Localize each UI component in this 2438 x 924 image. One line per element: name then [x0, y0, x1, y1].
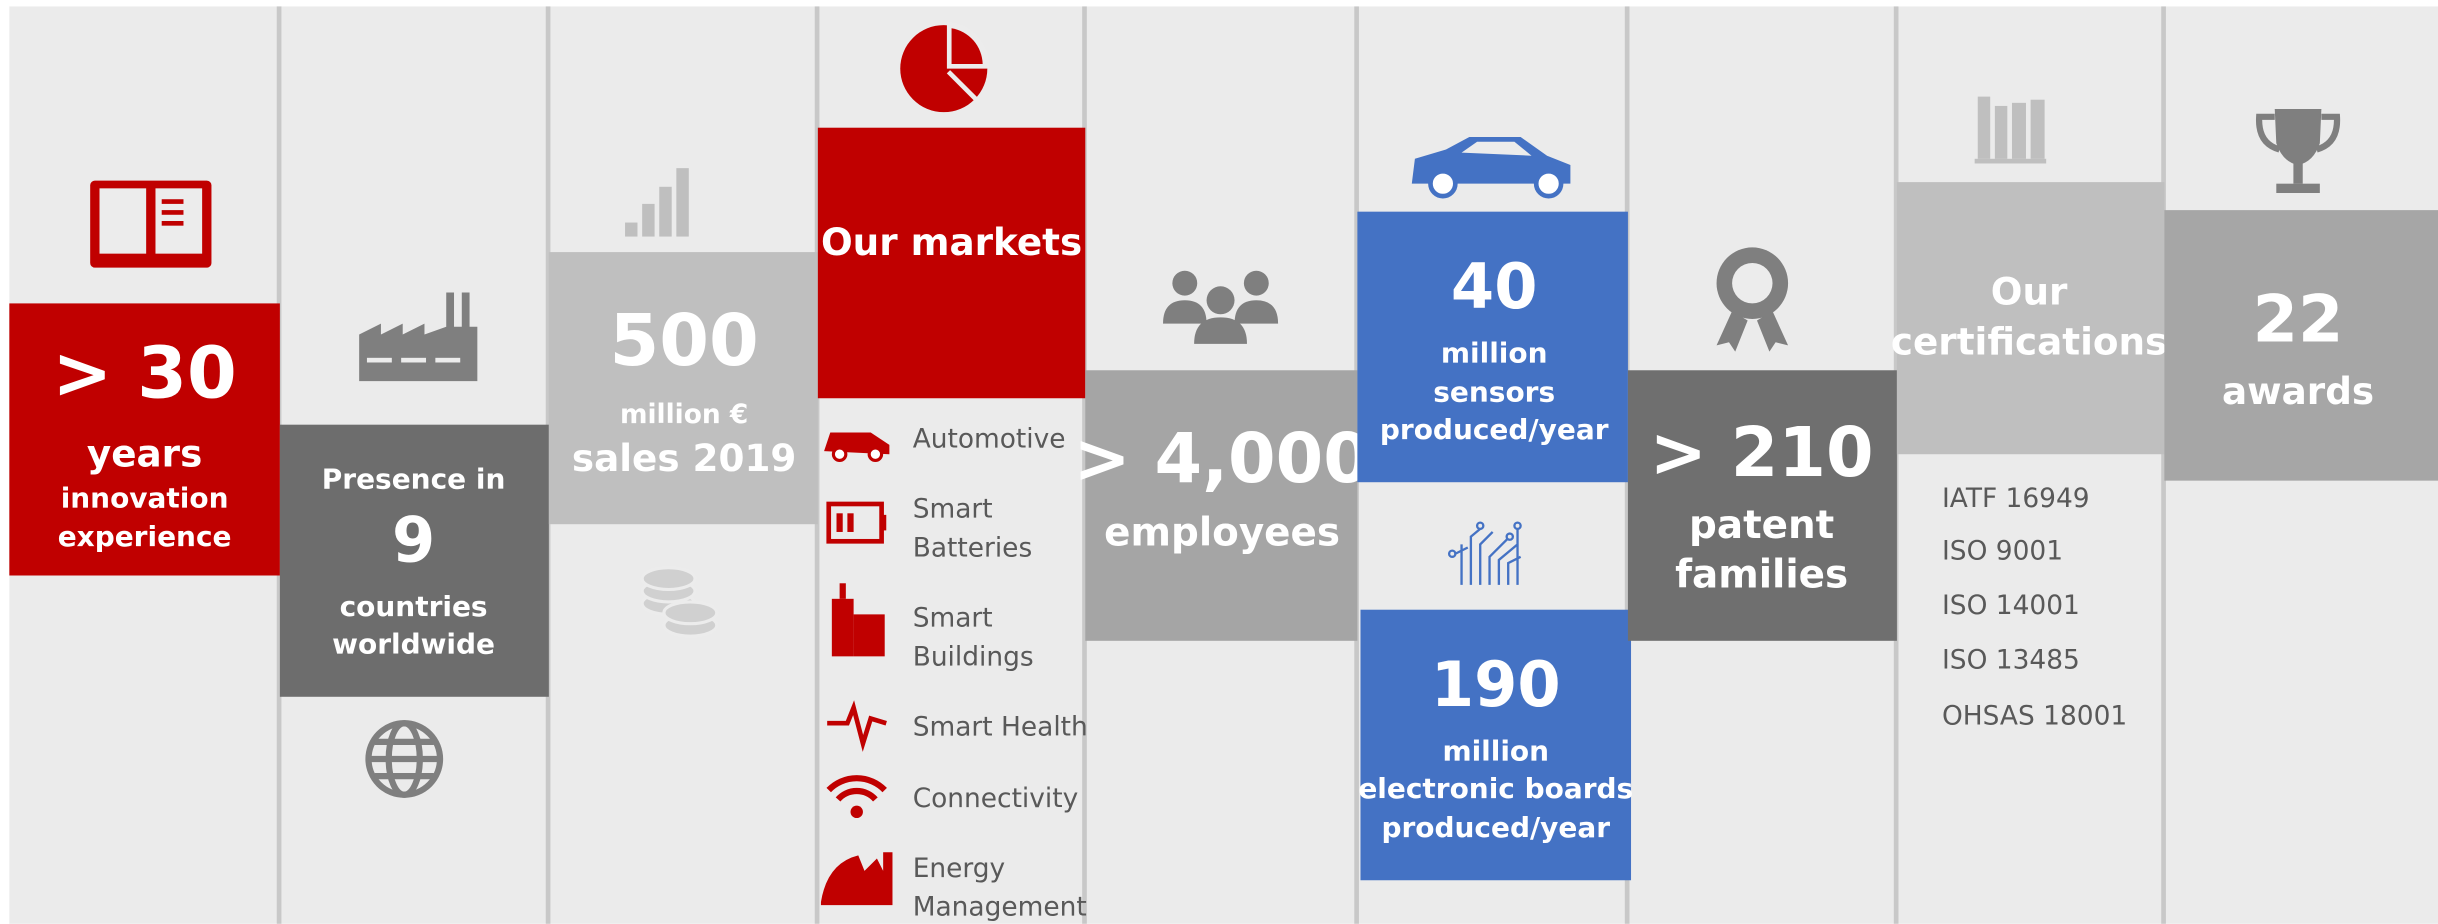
stat-text: 190: [1431, 648, 1561, 721]
stat-box: [1357, 211, 1628, 483]
stat-box: [1896, 182, 2165, 455]
stat-box: [1085, 370, 1358, 641]
stat-text: Presence in: [322, 463, 506, 496]
stat-box: [9, 303, 280, 576]
stat-text: Our: [1991, 270, 2068, 314]
content: > 30 years innovation experience Presence in…: [9, 127, 2438, 923]
stat-text: worldwide: [332, 627, 495, 660]
books-icon: [1974, 96, 2047, 164]
icons: [90, 21, 2341, 906]
coins-icon: [640, 566, 719, 638]
stat-text: > 4,000: [1073, 420, 1371, 499]
stat-box: [2164, 210, 2438, 481]
stat-text: 9: [392, 503, 435, 576]
column-shadow: [1082, 6, 1087, 924]
stat-text: experience: [58, 520, 232, 553]
stat-text: electronic boards: [1358, 772, 1633, 805]
car-icon: [1411, 137, 1571, 199]
stat-text: Our markets: [821, 220, 1082, 264]
list-item: Management: [913, 892, 1087, 923]
stat-text: sensors: [1433, 376, 1555, 409]
list-item: OHSAS 18001: [1942, 700, 2127, 731]
stat-text: million €: [620, 399, 748, 430]
circuit-icon: [1447, 521, 1522, 585]
stat-text: employees: [1104, 511, 1340, 556]
market-icons: [820, 432, 893, 906]
pie-icon: [900, 21, 989, 113]
people-icon: [1163, 270, 1279, 344]
bar-icon: [625, 168, 689, 237]
stat-text: patent: [1689, 503, 1834, 548]
trophy-icon: [2256, 109, 2341, 194]
stat-text: produced/year: [1381, 811, 1610, 844]
list-item: ISO 13485: [1942, 645, 2080, 676]
factory-icon: [359, 292, 478, 382]
list-item: Smart: [913, 494, 993, 525]
list-item: Buildings: [913, 641, 1034, 672]
stat-text: 22: [2253, 282, 2344, 358]
globe-icon: [365, 720, 444, 798]
stat-box: [1627, 370, 1897, 641]
column-shadow: [2161, 6, 2166, 924]
stat-text: families: [1675, 553, 1848, 598]
list-item: Smart Health: [913, 711, 1088, 742]
list-item: ISO 9001: [1942, 536, 2063, 567]
stat-text: million: [1442, 735, 1549, 768]
list-item: IATF 16949: [1942, 483, 2090, 514]
stat-text: certifications: [1891, 319, 2167, 363]
stat-text: years: [87, 431, 202, 475]
stat-text: sales 2019: [572, 436, 796, 480]
stat-box: [1360, 609, 1632, 881]
stat-text: 40: [1451, 250, 1538, 323]
stat-text: 500: [609, 299, 758, 382]
stat-text: produced/year: [1380, 413, 1609, 446]
stat-text: awards: [2222, 369, 2374, 413]
stat-text: > 30: [52, 332, 236, 415]
stat-box: [279, 424, 549, 697]
award-icon: [1716, 247, 1789, 352]
stat-box: [817, 127, 1086, 399]
list-item: Batteries: [913, 533, 1033, 564]
stat-text: innovation: [61, 481, 229, 514]
book-icon: [90, 180, 212, 268]
list-item: Connectivity: [913, 783, 1079, 814]
list-item: Automotive: [913, 424, 1066, 455]
stat-text: countries: [340, 590, 488, 623]
stat-box: [548, 252, 818, 525]
stat-text: > 210: [1650, 414, 1874, 493]
stat-text: million: [1441, 337, 1548, 370]
list-item: ISO 14001: [1942, 590, 2080, 621]
list-item: Smart: [913, 603, 993, 634]
list-item: Energy: [913, 853, 1006, 884]
